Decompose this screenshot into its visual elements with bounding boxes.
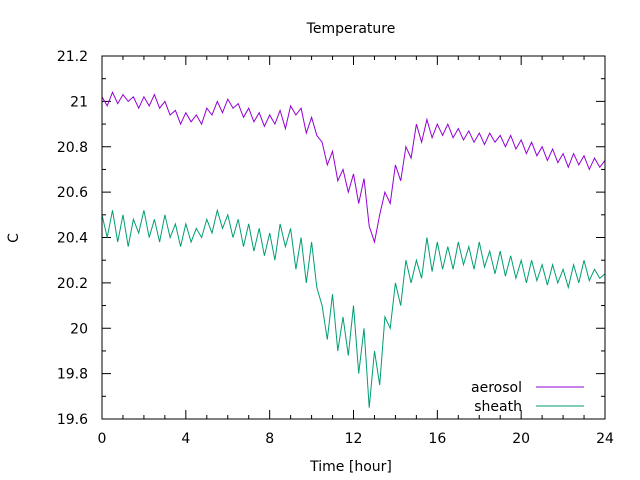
y-tick-label: 20.6: [57, 185, 88, 201]
x-tick-label: 16: [428, 431, 446, 447]
x-tick-label: 0: [98, 431, 107, 447]
legend-label-aerosol: aerosol: [471, 380, 522, 396]
series-layer: [101, 91, 606, 408]
y-axis-ticks: 19.6 19.8 20 20.2 20.4 20.6 20.8 21 21.2: [57, 49, 605, 428]
legend-label-sheath: sheath: [474, 399, 522, 415]
y-tick-label: 19.6: [57, 412, 88, 428]
x-axis-ticks: 0 4 8 12 16 20 24: [98, 56, 614, 447]
x-tick-label: 24: [596, 431, 614, 447]
series-line-aerosol: [101, 91, 606, 244]
y-tick-label: 19.8: [57, 367, 88, 383]
y-tick-label: 21.2: [57, 49, 88, 65]
y-tick-label: 20.4: [57, 231, 88, 247]
y-tick-label: 20: [70, 321, 88, 337]
legend: aerosol sheath: [471, 380, 584, 415]
chart-title: Temperature: [306, 21, 396, 37]
x-tick-label: 20: [512, 431, 530, 447]
plot-frame: [101, 55, 606, 420]
series-line-sheath: [101, 208, 606, 408]
y-axis-label: C: [6, 233, 22, 243]
x-axis-label: Time [hour]: [309, 459, 392, 475]
y-tick-label: 20.2: [57, 276, 88, 292]
y-tick-label: 20.8: [57, 140, 88, 156]
x-tick-label: 8: [265, 431, 274, 447]
x-tick-label: 12: [345, 431, 363, 447]
y-tick-label: 21: [70, 94, 88, 110]
x-tick-label: 4: [181, 431, 190, 447]
